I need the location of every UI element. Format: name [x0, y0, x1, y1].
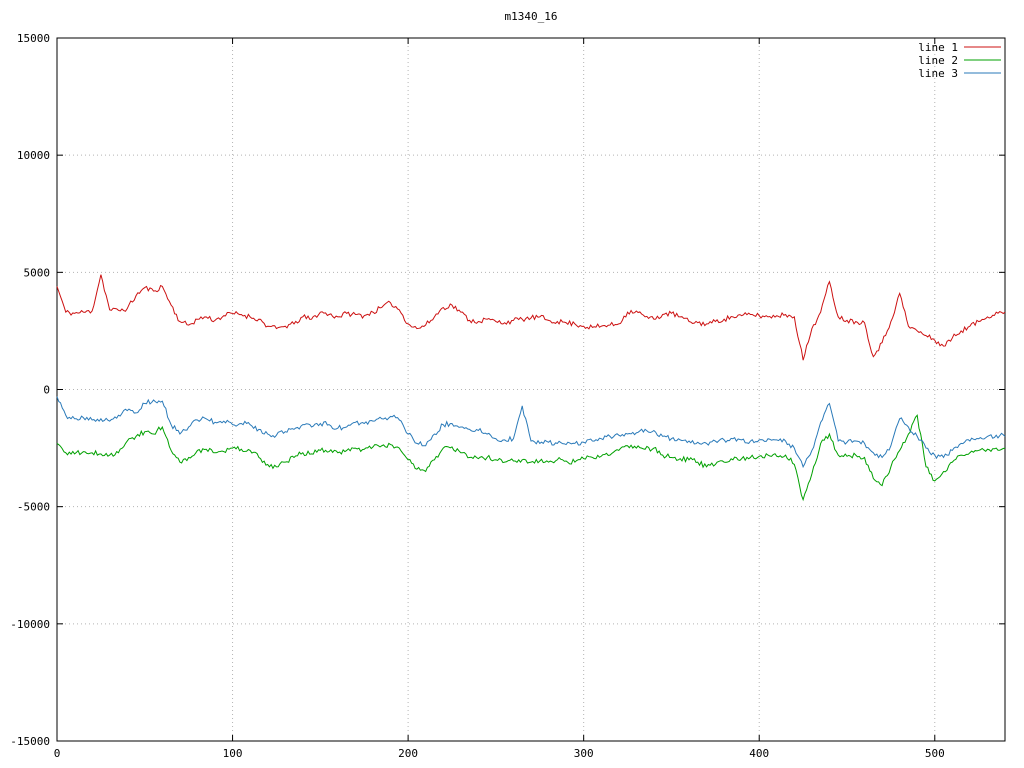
series-line-2 — [56, 414, 1006, 502]
y-tick-label: 0 — [43, 384, 50, 397]
x-tick-label: 500 — [925, 747, 945, 760]
y-tick-label: -5000 — [17, 501, 50, 514]
x-tick-label: 0 — [54, 747, 61, 760]
y-tick-label: -15000 — [10, 735, 50, 748]
y-tick-label: -10000 — [10, 618, 50, 631]
legend-label-2: line 2 — [918, 54, 958, 67]
series-line-3 — [56, 396, 1006, 469]
legend-label-3: line 3 — [918, 67, 958, 80]
y-tick-label: 5000 — [24, 266, 51, 279]
legend-label-1: line 1 — [918, 41, 958, 54]
y-tick-label: 10000 — [17, 149, 50, 162]
x-tick-label: 400 — [749, 747, 769, 760]
x-tick-label: 100 — [223, 747, 243, 760]
x-tick-label: 200 — [398, 747, 418, 760]
y-tick-label: 15000 — [17, 32, 50, 45]
series-line-1 — [56, 274, 1006, 361]
chart-title: m1340_16 — [505, 10, 558, 23]
x-tick-label: 300 — [574, 747, 594, 760]
plot-border — [56, 37, 1006, 742]
